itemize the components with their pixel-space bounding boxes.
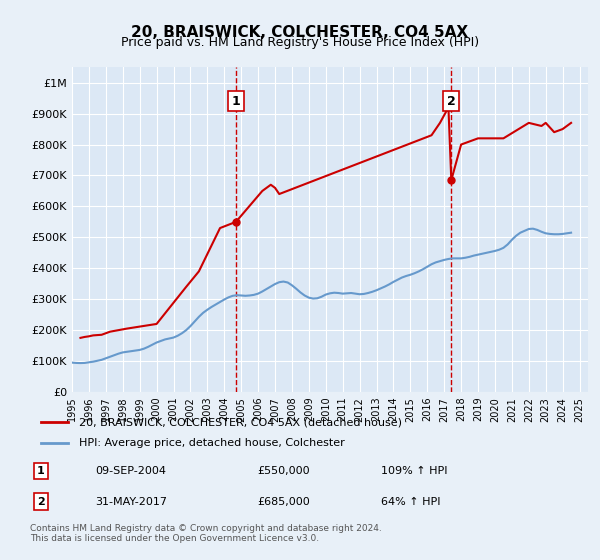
Text: 1: 1 xyxy=(232,95,241,108)
Text: 64% ↑ HPI: 64% ↑ HPI xyxy=(381,497,440,507)
Text: 2: 2 xyxy=(447,95,455,108)
Text: 31-MAY-2017: 31-MAY-2017 xyxy=(95,497,167,507)
Text: 109% ↑ HPI: 109% ↑ HPI xyxy=(381,466,448,476)
Text: 2: 2 xyxy=(37,497,44,507)
Text: £550,000: £550,000 xyxy=(257,466,310,476)
Text: £685,000: £685,000 xyxy=(257,497,310,507)
Text: 1: 1 xyxy=(37,466,44,476)
Text: 20, BRAISWICK, COLCHESTER, CO4 5AX: 20, BRAISWICK, COLCHESTER, CO4 5AX xyxy=(131,25,469,40)
Text: Price paid vs. HM Land Registry's House Price Index (HPI): Price paid vs. HM Land Registry's House … xyxy=(121,36,479,49)
Text: Contains HM Land Registry data © Crown copyright and database right 2024.
This d: Contains HM Land Registry data © Crown c… xyxy=(30,524,382,543)
Text: 09-SEP-2004: 09-SEP-2004 xyxy=(95,466,166,476)
Text: HPI: Average price, detached house, Colchester: HPI: Average price, detached house, Colc… xyxy=(79,438,344,448)
Text: 20, BRAISWICK, COLCHESTER, CO4 5AX (detached house): 20, BRAISWICK, COLCHESTER, CO4 5AX (deta… xyxy=(79,417,401,427)
